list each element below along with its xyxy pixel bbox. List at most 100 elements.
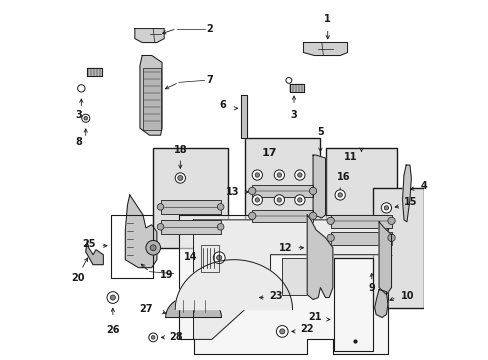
Text: 8: 8 xyxy=(75,137,81,147)
Bar xyxy=(160,200,220,214)
Circle shape xyxy=(294,170,305,180)
Text: 4: 4 xyxy=(419,181,426,191)
Polygon shape xyxy=(241,95,246,138)
Circle shape xyxy=(326,234,334,242)
Text: 3: 3 xyxy=(75,110,81,120)
Polygon shape xyxy=(135,28,164,42)
Circle shape xyxy=(255,198,259,202)
Polygon shape xyxy=(165,296,221,318)
Bar xyxy=(110,215,153,278)
Circle shape xyxy=(252,170,262,180)
Text: 13: 13 xyxy=(225,187,239,197)
Polygon shape xyxy=(306,215,332,300)
Text: 27: 27 xyxy=(140,305,153,315)
Polygon shape xyxy=(289,84,304,92)
Circle shape xyxy=(110,295,115,300)
Circle shape xyxy=(175,173,185,183)
Circle shape xyxy=(279,329,284,334)
Circle shape xyxy=(81,114,90,122)
Circle shape xyxy=(157,204,163,210)
Bar xyxy=(330,232,391,245)
Text: 2: 2 xyxy=(205,24,212,33)
Text: 24: 24 xyxy=(232,275,245,285)
Text: 19: 19 xyxy=(160,270,173,280)
Circle shape xyxy=(84,116,87,120)
Bar xyxy=(330,215,391,228)
Circle shape xyxy=(387,234,394,242)
Circle shape xyxy=(252,195,262,205)
Text: 18: 18 xyxy=(173,145,187,155)
Polygon shape xyxy=(303,42,347,55)
Text: 17: 17 xyxy=(261,148,277,158)
Bar xyxy=(325,148,396,258)
Circle shape xyxy=(326,217,334,225)
Circle shape xyxy=(381,203,391,213)
Text: 14: 14 xyxy=(183,252,197,262)
Text: 7: 7 xyxy=(205,75,212,85)
Text: 22: 22 xyxy=(299,324,313,334)
Circle shape xyxy=(297,173,302,177)
Text: 12: 12 xyxy=(279,243,292,253)
Circle shape xyxy=(217,224,224,230)
Text: 26: 26 xyxy=(106,325,120,336)
Circle shape xyxy=(151,336,155,339)
Circle shape xyxy=(148,333,157,342)
Circle shape xyxy=(297,198,302,202)
Circle shape xyxy=(387,217,394,225)
Bar xyxy=(160,220,220,234)
Text: 23: 23 xyxy=(268,291,282,301)
Text: 16: 16 xyxy=(336,172,349,182)
Circle shape xyxy=(248,212,255,220)
Polygon shape xyxy=(85,242,103,265)
Circle shape xyxy=(255,173,259,177)
Bar xyxy=(142,68,160,130)
Circle shape xyxy=(384,206,388,210)
Circle shape xyxy=(276,325,287,337)
Text: 25: 25 xyxy=(82,239,96,249)
Text: 9: 9 xyxy=(367,283,374,293)
Bar xyxy=(153,148,227,248)
Circle shape xyxy=(178,175,183,181)
Text: 1: 1 xyxy=(324,14,330,24)
Text: 21: 21 xyxy=(308,312,321,323)
Polygon shape xyxy=(378,222,391,294)
Bar xyxy=(244,138,320,248)
Circle shape xyxy=(145,240,160,255)
Bar xyxy=(201,245,219,272)
Text: 15: 15 xyxy=(403,197,417,207)
Circle shape xyxy=(248,187,255,195)
Circle shape xyxy=(213,252,224,264)
Circle shape xyxy=(107,292,119,303)
Circle shape xyxy=(334,190,345,200)
Text: 10: 10 xyxy=(400,291,414,301)
Bar xyxy=(333,258,372,351)
Bar xyxy=(372,188,423,307)
Polygon shape xyxy=(87,68,102,76)
Text: 28: 28 xyxy=(169,332,183,342)
Polygon shape xyxy=(140,55,162,135)
Bar xyxy=(252,185,312,197)
Polygon shape xyxy=(193,220,387,339)
Text: 5: 5 xyxy=(316,127,323,137)
Text: 3: 3 xyxy=(290,110,297,120)
Circle shape xyxy=(337,193,342,197)
Bar xyxy=(281,258,306,294)
Polygon shape xyxy=(179,215,387,354)
Circle shape xyxy=(157,224,163,230)
Circle shape xyxy=(150,245,156,251)
Bar xyxy=(252,210,312,222)
Text: 20: 20 xyxy=(72,273,85,283)
Circle shape xyxy=(277,198,281,202)
Circle shape xyxy=(217,204,224,210)
Polygon shape xyxy=(125,195,157,268)
Polygon shape xyxy=(374,289,387,318)
Polygon shape xyxy=(175,260,292,310)
Circle shape xyxy=(294,195,305,205)
Circle shape xyxy=(216,255,222,260)
Polygon shape xyxy=(402,165,410,222)
Text: 11: 11 xyxy=(343,152,357,162)
Circle shape xyxy=(309,212,316,220)
Circle shape xyxy=(274,195,284,205)
Circle shape xyxy=(274,170,284,180)
Circle shape xyxy=(277,173,281,177)
